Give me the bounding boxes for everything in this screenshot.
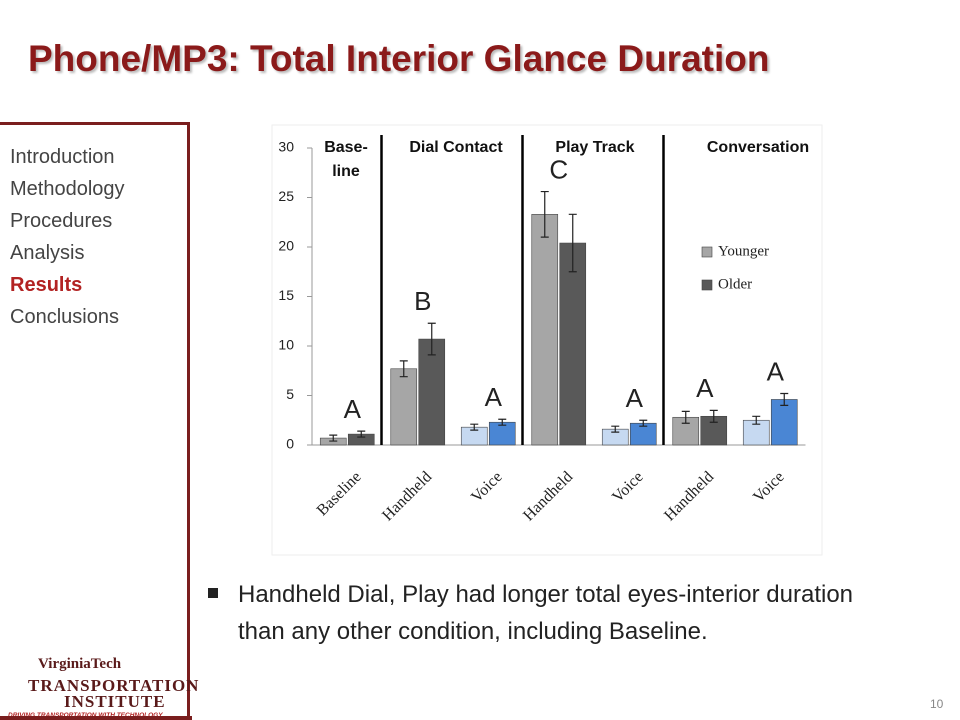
bar <box>390 368 418 446</box>
error-bar <box>681 410 690 424</box>
section-label: Dial Contact <box>409 139 503 156</box>
error-bar <box>780 392 789 406</box>
significance-letter: A <box>767 356 785 386</box>
section-label: Play Track <box>555 139 634 156</box>
legend-label: Younger <box>718 243 769 259</box>
y-tick-label: 25 <box>278 188 294 204</box>
legend-swatch <box>701 279 713 291</box>
error-bar <box>498 418 507 426</box>
error-bar <box>329 434 338 442</box>
y-tick-label: 10 <box>278 337 294 353</box>
title: Phone/MP3: Total Interior Glance Duratio… <box>28 38 770 79</box>
logo-text: INSTITUTE <box>64 692 166 711</box>
logo-text: DRIVING TRANSPORTATION WITH TECHNOLOGY <box>8 712 163 719</box>
significance-letter: A <box>626 383 644 413</box>
nav-item[interactable]: Analysis <box>10 242 85 264</box>
nav-item[interactable]: Results <box>10 274 83 296</box>
y-tick-label: 0 <box>286 436 294 452</box>
error-bar <box>357 430 366 438</box>
nav-item[interactable]: Methodology <box>10 178 125 200</box>
bar <box>770 399 798 446</box>
chart-frame <box>271 124 823 556</box>
error-bar <box>568 213 577 273</box>
legend-label: Older <box>718 276 752 292</box>
bar <box>531 214 559 446</box>
logo-text: TRANSPORTATION <box>28 676 200 695</box>
error-bar <box>540 190 549 238</box>
x-tick-label: Voice <box>468 468 506 506</box>
significance-letter: A <box>696 373 714 403</box>
logo: VirginiaTech TRANSPORTATION INSTITUTE DR… <box>4 654 198 719</box>
bottom-rule <box>0 716 192 720</box>
significance-letter: A <box>485 382 503 412</box>
x-tick-label: Voice <box>750 468 788 506</box>
error-bar <box>399 360 408 378</box>
nav-item[interactable]: Procedures <box>10 210 113 232</box>
x-tick-label: Handheld <box>661 468 717 524</box>
error-bar <box>470 423 479 431</box>
error-bar <box>752 415 761 425</box>
nav-panel: Introduction Methodology Procedures Analysi… <box>0 122 190 720</box>
x-tick-label: Handheld <box>520 468 576 524</box>
section-label: Conversation <box>707 139 809 156</box>
x-tick-label: Baseline <box>314 468 365 519</box>
bullet-text: Handheld Dial, Play had longer total eye… <box>238 581 854 645</box>
x-tick-label: Handheld <box>379 468 435 524</box>
section-label: Base- <box>324 139 368 156</box>
section-label: line <box>332 163 360 180</box>
y-tick-label: 20 <box>278 238 294 254</box>
y-tick-label: 15 <box>278 287 294 303</box>
error-bar <box>427 322 436 356</box>
error-bar <box>611 425 620 433</box>
logo-text: VirginiaTech <box>38 656 122 672</box>
legend-swatch <box>701 246 713 258</box>
significance-letter: C <box>549 154 568 184</box>
bullet-marker <box>208 588 218 598</box>
error-bar <box>709 409 718 423</box>
nav-item[interactable]: Introduction <box>10 146 115 168</box>
bar <box>559 242 587 446</box>
y-tick-label: 5 <box>286 386 294 402</box>
y-tick-label: 30 <box>278 139 294 155</box>
significance-letter: B <box>414 286 431 316</box>
error-bar <box>639 419 648 427</box>
significance-letter: A <box>344 394 362 424</box>
nav-item[interactable]: Conclusions <box>10 306 119 328</box>
x-tick-label: Voice <box>609 468 647 506</box>
bar <box>418 338 446 446</box>
page-number: 10 <box>930 697 944 711</box>
